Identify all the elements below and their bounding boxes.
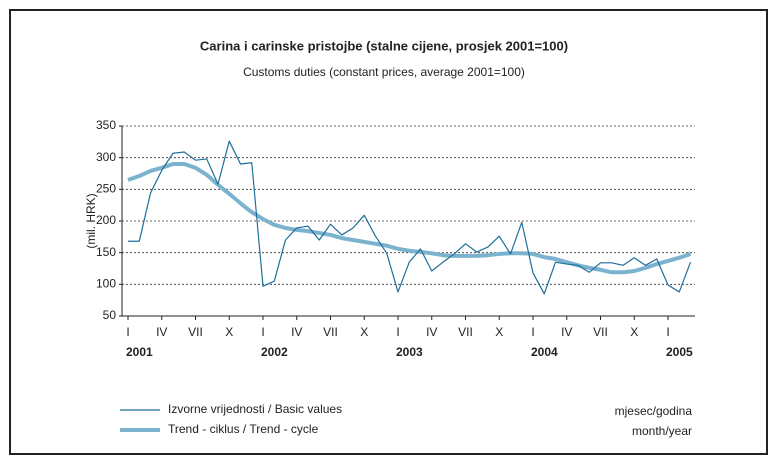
x-tick-label: VII bbox=[458, 325, 473, 339]
series-line bbox=[127, 162, 692, 275]
year-label: 2004 bbox=[531, 345, 558, 359]
x-axis-label: month/year bbox=[632, 424, 692, 438]
x-tick-label: X bbox=[630, 325, 638, 339]
x-tick-label: VII bbox=[593, 325, 608, 339]
y-tick-label: 50 bbox=[103, 308, 117, 322]
y-tick-label: 100 bbox=[96, 277, 116, 291]
legend-label: Izvorne vrijednosti / Basic values bbox=[168, 402, 342, 416]
year-label: 2003 bbox=[396, 345, 423, 359]
year-label: 2001 bbox=[126, 345, 153, 359]
legend-label: Trend - ciklus / Trend - cycle bbox=[168, 422, 319, 436]
y-tick-label: 250 bbox=[96, 182, 116, 196]
x-tick-label: I bbox=[531, 325, 534, 339]
frame bbox=[9, 9, 768, 455]
x-axis-label: mjesec/godina bbox=[615, 404, 693, 418]
chart-subtitle: Customs duties (constant prices, average… bbox=[243, 65, 525, 79]
x-tick-label: VII bbox=[188, 325, 203, 339]
series-line bbox=[128, 140, 692, 295]
x-tick-label: VII bbox=[323, 325, 338, 339]
x-tick-label: X bbox=[225, 325, 233, 339]
x-tick-label: IV bbox=[561, 325, 572, 339]
x-tick-label: IV bbox=[291, 325, 302, 339]
year-label: 2005 bbox=[666, 345, 693, 359]
x-tick-label: I bbox=[396, 325, 399, 339]
y-tick-label: 200 bbox=[96, 213, 116, 227]
x-tick-label: IV bbox=[156, 325, 167, 339]
y-axis-label: (mil. HRK) bbox=[84, 193, 98, 248]
x-tick-label: I bbox=[261, 325, 264, 339]
x-tick-label: X bbox=[495, 325, 503, 339]
x-tick-label: I bbox=[126, 325, 129, 339]
y-tick-label: 150 bbox=[96, 245, 116, 259]
year-label: 2002 bbox=[261, 345, 288, 359]
y-tick-label: 350 bbox=[96, 118, 116, 132]
x-tick-label: X bbox=[360, 325, 368, 339]
y-tick-label: 300 bbox=[96, 150, 116, 164]
x-tick-label: IV bbox=[426, 325, 437, 339]
x-tick-label: I bbox=[666, 325, 669, 339]
chart-title: Carina i carinske pristojbe (stalne cije… bbox=[200, 38, 568, 53]
